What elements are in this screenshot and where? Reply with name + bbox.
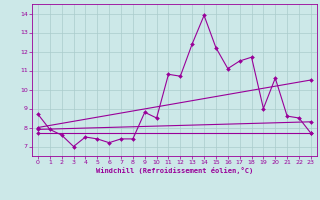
X-axis label: Windchill (Refroidissement éolien,°C): Windchill (Refroidissement éolien,°C): [96, 167, 253, 174]
